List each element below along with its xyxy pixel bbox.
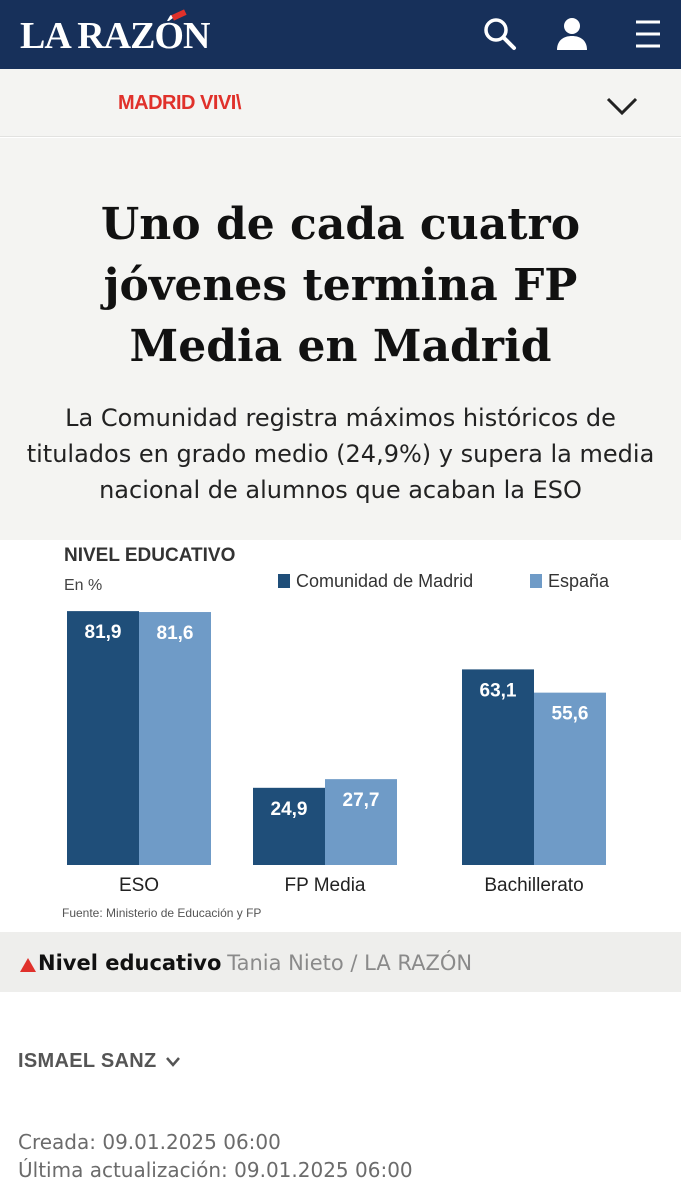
site-logo[interactable]: LA RAZÓN (20, 15, 210, 57)
top-bar: LA RAZÓN (0, 0, 681, 69)
menu-button[interactable] (628, 14, 668, 54)
caption-triangle-icon (20, 958, 36, 972)
category-label-2: Bachillerato (484, 875, 583, 896)
author-chevron-down-icon[interactable] (165, 1056, 181, 1068)
bar-0-0 (67, 611, 139, 865)
updated-date: Última actualización: 09.01.2025 06:00 (18, 1158, 413, 1182)
article-headline: Uno de cada cuatro jóvenes termina FP Me… (100, 199, 581, 372)
category-label-1: FP Media (285, 875, 366, 896)
article-chart-image: NIVEL EDUCATIVO En % Comunidad de Madrid… (0, 540, 681, 922)
chart-legend: Comunidad de Madrid España (278, 571, 610, 591)
section-link[interactable]: MADRID VIVI\ (118, 92, 241, 114)
bar-0-1 (139, 612, 211, 865)
bar-value-label-0-1: 81,6 (157, 623, 194, 644)
bar-value-label-2-0: 63,1 (480, 680, 517, 701)
article-dates: Creada: 09.01.2025 06:00 Última actualiz… (18, 1128, 413, 1184)
search-icon (484, 18, 516, 50)
chart-source: Fuente: Ministerio de Educación y FP (62, 906, 261, 920)
legend-swatch-1 (530, 574, 542, 588)
bar-value-label-2-1: 55,6 (552, 704, 589, 725)
chart-unit-label: En % (64, 577, 102, 594)
image-caption-bar (0, 932, 681, 992)
caption-title: Nivel educativo (38, 951, 222, 975)
caption-credit: Tania Nieto / LA RAZÓN (227, 951, 473, 975)
legend-label-1: España (548, 571, 610, 591)
image-caption: Nivel educativo Tania Nieto / LA RAZÓN (38, 950, 472, 977)
created-date: Creada: 09.01.2025 06:00 (18, 1130, 281, 1154)
article-subtitle: La Comunidad registra máximos históricos… (26, 404, 655, 504)
chevron-down-icon (606, 97, 638, 116)
chart-bars: 81,9 81,6 ESO 24,9 27,7 FP Media 63,1 55,6 Bachi… (67, 611, 606, 896)
bar-2-0 (462, 669, 534, 865)
chart-title: NIVEL EDUCATIVO (64, 545, 235, 566)
author-byline[interactable]: ISMAEL SANZ (18, 1050, 181, 1073)
author-name[interactable]: ISMAEL SANZ (18, 1050, 157, 1072)
bar-value-label-0-0: 81,9 (85, 622, 122, 643)
legend-swatch-0 (278, 574, 290, 588)
menu-icon (636, 20, 660, 48)
legend-label-0: Comunidad de Madrid (296, 571, 473, 591)
section-bar: MADRID VIVI\ (0, 69, 681, 137)
user-button[interactable] (552, 14, 592, 54)
bar-value-label-1-0: 24,9 (271, 799, 308, 820)
bar-value-label-1-1: 27,7 (343, 790, 380, 811)
bar-2-1 (534, 692, 606, 865)
bar-chart: NIVEL EDUCATIVO En % Comunidad de Madrid… (62, 545, 610, 920)
category-label-0: ESO (119, 875, 159, 896)
section-toggle-button[interactable] (602, 91, 642, 121)
user-icon (557, 18, 587, 50)
bar-1-1 (325, 779, 397, 865)
search-button[interactable] (480, 14, 520, 54)
bar-1-0 (253, 787, 325, 865)
article-header: Uno de cada cuatro jóvenes termina FP Me… (0, 138, 681, 540)
